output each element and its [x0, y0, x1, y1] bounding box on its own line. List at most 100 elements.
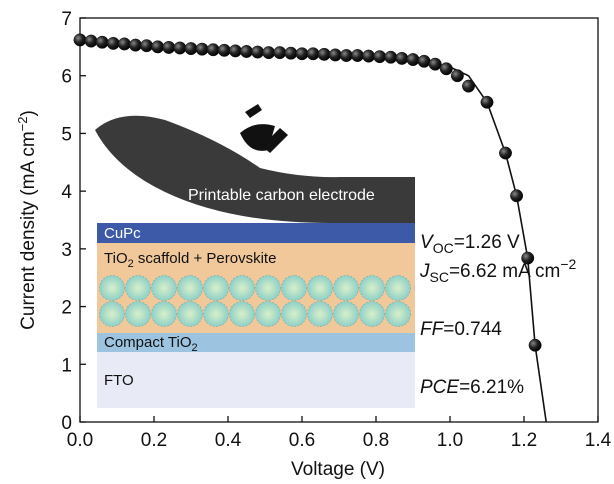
y-tick-label: 2: [61, 298, 72, 319]
compact-sub: 2: [192, 342, 198, 354]
nanoparticle: [152, 276, 177, 301]
scaffold-text: TiO: [104, 250, 128, 267]
nanoparticle: [230, 276, 255, 301]
data-point: [429, 58, 441, 70]
data-point: [74, 34, 86, 46]
y-label-text: ): [18, 110, 39, 116]
annotation-part: −2: [560, 256, 576, 272]
annotation-part: PCE: [420, 377, 459, 398]
nanoparticle: [386, 276, 411, 301]
nanoparticle: [100, 302, 125, 327]
y-tick-label: 1: [61, 355, 72, 376]
nanoparticle: [204, 302, 229, 327]
annotation: JSC=6.62 mA cm−2: [419, 256, 577, 285]
data-point: [374, 50, 386, 62]
nanoparticle: [386, 302, 411, 327]
annotation-part: =1.26 V: [454, 232, 520, 253]
fto-layer: [97, 352, 415, 408]
data-point: [296, 48, 308, 60]
y-tick-label: 0: [61, 413, 72, 434]
annotation-part: =6.62 mA cm: [449, 261, 560, 282]
x-tick-label: 1.2: [511, 430, 537, 451]
device-inset: Printable carbon electrode CuPc TiO2 sca…: [95, 104, 415, 408]
scaffold-text: scaffold + Perovskite: [134, 250, 277, 267]
data-point: [407, 53, 419, 65]
data-point: [140, 40, 152, 52]
data-point: [207, 44, 219, 56]
data-point: [529, 339, 541, 351]
data-point: [499, 147, 511, 159]
data-point: [451, 70, 463, 82]
data-point: [185, 42, 197, 54]
nanoparticle: [334, 276, 359, 301]
data-point: [418, 55, 430, 67]
annotation-part: =0.744: [443, 319, 502, 340]
nanoparticle: [230, 302, 255, 327]
data-point: [152, 41, 164, 53]
nanoparticle: [360, 302, 385, 327]
cupc-layer: [97, 223, 415, 243]
annotation-part: J: [419, 261, 430, 282]
data-point: [163, 41, 175, 53]
annotation-part: FF: [420, 319, 445, 340]
data-point: [240, 45, 252, 57]
annotation-part: =6.21%: [459, 377, 524, 398]
annotation: FF=0.744: [420, 319, 502, 340]
nanoparticle: [282, 302, 307, 327]
data-point: [251, 46, 263, 58]
data-point: [510, 190, 522, 202]
data-point: [274, 46, 286, 58]
x-tick-label: 0.6: [289, 430, 315, 451]
y-tick-label: 7: [61, 9, 72, 30]
data-point: [440, 63, 452, 75]
nanoparticle: [178, 302, 203, 327]
data-point: [96, 36, 108, 48]
y-tick-label: 6: [61, 67, 72, 88]
x-tick-label: 1.4: [585, 430, 612, 451]
nanoparticle: [256, 302, 281, 327]
brush-icon: [240, 104, 288, 153]
data-point: [118, 38, 130, 50]
data-point: [340, 49, 352, 61]
data-point: [351, 49, 363, 61]
nanoparticle: [100, 276, 125, 301]
data-point: [385, 51, 397, 63]
chart: Printable carbon electrode CuPc TiO2 sca…: [0, 0, 614, 484]
y-tick-label: 4: [61, 182, 72, 203]
nanoparticle: [256, 276, 281, 301]
y-axis-label: Current density (mA cm−2): [15, 110, 39, 330]
nanoparticle: [126, 302, 151, 327]
data-point: [174, 42, 186, 54]
x-tick-label: 0.4: [215, 430, 242, 451]
nanoparticle: [282, 276, 307, 301]
annotation-part: SC: [430, 269, 449, 285]
nanoparticle: [360, 276, 385, 301]
nanoparticle: [204, 276, 229, 301]
data-point: [263, 46, 275, 58]
annotation: PCE=6.21%: [420, 377, 524, 398]
x-tick-label: 0.2: [141, 430, 167, 451]
data-point: [229, 45, 241, 57]
nanoparticle: [308, 302, 333, 327]
annotation-part: OC: [433, 240, 454, 256]
data-point: [318, 48, 330, 60]
carbon-label: Printable carbon electrode: [188, 187, 375, 204]
y-tick-label: 3: [61, 240, 72, 261]
nanoparticle: [152, 302, 177, 327]
y-tick-label: 5: [61, 124, 72, 145]
data-point: [85, 35, 97, 47]
y-label-text: Current density (mA cm: [18, 131, 39, 330]
data-point: [396, 52, 408, 64]
annotation: VOC=1.26 V: [420, 232, 520, 256]
data-point: [362, 50, 374, 62]
compact-text: Compact TiO: [104, 334, 192, 351]
fto-label: FTO: [104, 372, 134, 389]
data-point: [307, 48, 319, 60]
data-point: [196, 43, 208, 55]
y-label-sup: −2: [15, 117, 30, 132]
data-point: [107, 37, 119, 49]
data-point: [329, 49, 341, 61]
x-tick-label: 0.8: [363, 430, 389, 451]
data-point: [522, 252, 534, 264]
data-point: [462, 80, 474, 92]
